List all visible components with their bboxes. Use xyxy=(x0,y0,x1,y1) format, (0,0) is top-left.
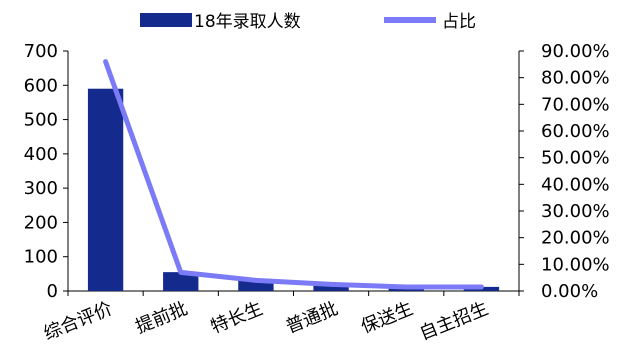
right-tick-label: 40.00% xyxy=(541,174,610,195)
category-label: 保送生 xyxy=(358,298,416,338)
category-label: 自主招生 xyxy=(417,298,492,344)
right-axis-ticks: 0.00% 10.00% 20.00% 30.00% 40.00% 50.00% 60.00… xyxy=(519,41,610,302)
left-tick-label: 600 xyxy=(24,75,58,96)
category-labels: 综合评价 提前批 特长生 普通批 保送生 自主招生 xyxy=(41,298,491,344)
left-tick-label: 700 xyxy=(24,41,58,62)
bar xyxy=(163,272,199,291)
right-tick-label: 0.00% xyxy=(541,281,598,302)
left-axis-ticks: 0 100 200 300 400 500 600 700 xyxy=(24,41,68,302)
legend: 18年录取人数 占比 xyxy=(140,12,476,32)
right-tick-label: 60.00% xyxy=(541,121,610,142)
bar-series xyxy=(87,88,500,291)
left-tick-label: 200 xyxy=(24,212,58,233)
legend-bar-swatch xyxy=(140,13,192,27)
right-tick-label: 10.00% xyxy=(541,254,610,275)
legend-label-line: 占比 xyxy=(442,12,476,32)
x-axis-ticks xyxy=(67,291,520,296)
bar xyxy=(87,88,124,291)
left-tick-label: 100 xyxy=(24,247,58,268)
right-tick-label: 70.00% xyxy=(541,94,610,115)
ratio-line xyxy=(103,59,484,290)
left-tick-label: 0 xyxy=(47,281,58,302)
bar xyxy=(313,284,349,291)
right-tick-label: 30.00% xyxy=(541,201,610,222)
legend-label-bars: 18年录取人数 xyxy=(194,12,301,32)
right-tick-label: 80.00% xyxy=(541,68,610,89)
bar xyxy=(238,280,274,291)
category-label: 综合评价 xyxy=(41,298,116,344)
right-tick-label: 50.00% xyxy=(541,148,610,169)
category-label: 提前批 xyxy=(133,298,191,338)
left-tick-label: 300 xyxy=(24,178,58,199)
category-label: 特长生 xyxy=(208,298,266,338)
right-tick-label: 20.00% xyxy=(541,228,610,249)
line-series xyxy=(103,59,484,290)
left-tick-label: 400 xyxy=(24,144,58,165)
right-tick-label: 90.00% xyxy=(541,41,610,62)
left-tick-label: 500 xyxy=(24,110,58,131)
category-label: 普通批 xyxy=(283,298,341,338)
